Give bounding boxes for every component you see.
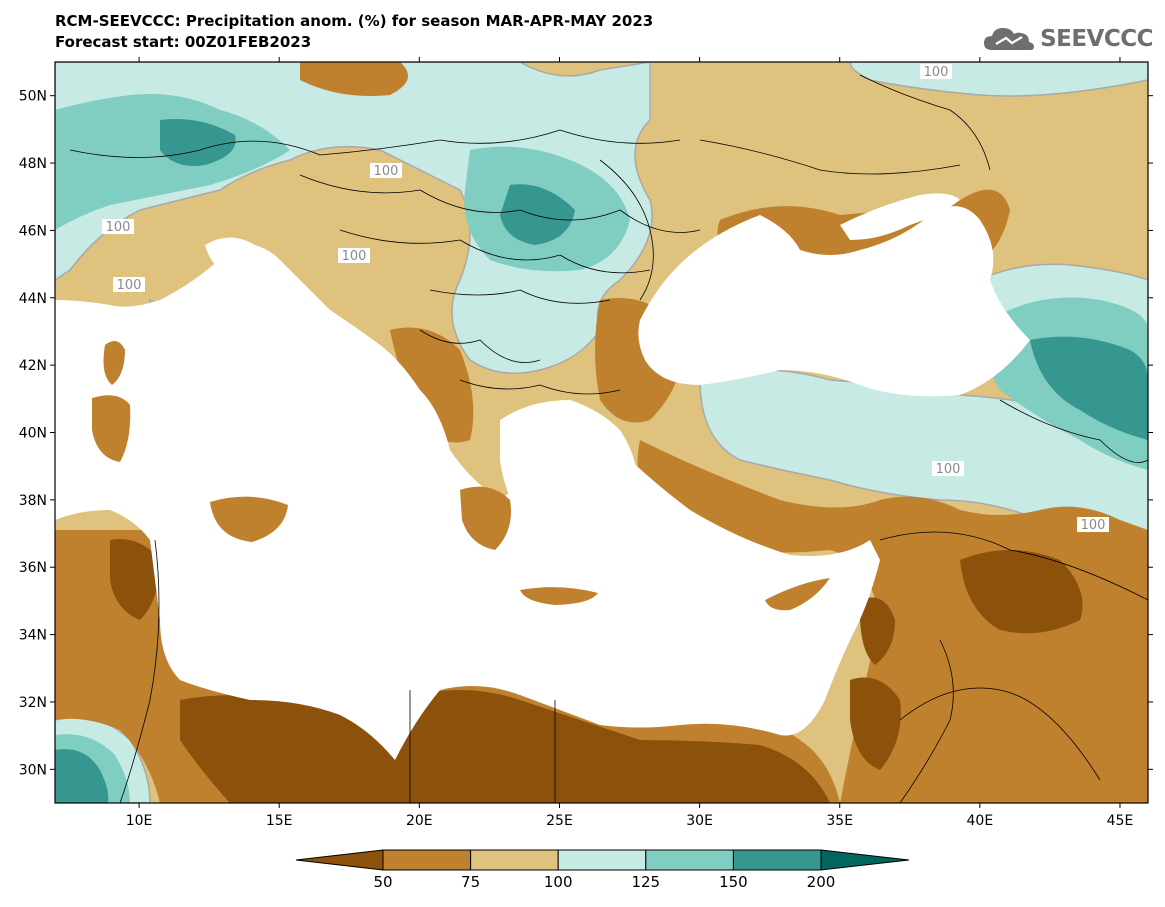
lat-tick-label: 42N <box>19 358 47 374</box>
title-line-1: RCM-SEEVCCC: Precipitation anom. (%) for… <box>55 12 654 30</box>
lat-tick-label: 48N <box>19 156 47 172</box>
colorbar-cell <box>645 849 734 871</box>
island-cyprus <box>765 578 830 611</box>
island-sicily <box>210 496 288 542</box>
region-libya-strong-wet <box>55 749 109 803</box>
lat-tick-label: 38N <box>19 493 47 509</box>
map-field: 100 100 100 100 100 100 100 <box>55 62 1148 803</box>
contour-label: 100 <box>106 220 131 235</box>
contour-label: 100 <box>936 462 961 477</box>
peninsula-peloponnese <box>460 486 511 550</box>
contour-label: 100 <box>342 249 367 264</box>
colorbar: 50 75 100 125 150 200 <box>295 849 910 891</box>
tyrrhenian-italy-cut <box>148 320 304 520</box>
contour-label: 100 <box>374 164 399 179</box>
colorbar-label: 100 <box>544 873 573 891</box>
lat-tick-label: 44N <box>19 291 47 307</box>
lon-tick-label: 35E <box>826 813 853 829</box>
cloud-icon <box>984 28 1035 50</box>
island-corsica <box>103 341 125 385</box>
region-libya-very-dry <box>180 690 830 803</box>
adriatic-sea <box>205 237 364 365</box>
colorbar-cell <box>557 849 647 871</box>
colorbar-label: 150 <box>719 873 748 891</box>
latitude-axis: 50N 48N 46N 44N 42N 40N 38N 36N 34N 32N 30N <box>19 89 1153 778</box>
region-lebanon-very-dry <box>859 597 895 665</box>
colorbar-cell-below-50 <box>295 849 384 871</box>
contour-label: 100 <box>1081 518 1106 533</box>
lon-tick-label: 30E <box>686 813 713 829</box>
lon-tick-label: 10E <box>126 813 153 829</box>
lat-tick-label: 30N <box>19 762 47 778</box>
country-borders <box>69 74 1148 803</box>
region-tunisia-very-dry <box>110 539 160 620</box>
colorbar-label: 50 <box>373 873 392 891</box>
aegean-sea <box>500 400 640 546</box>
colorbar-label: 200 <box>807 873 836 891</box>
island-sardinia <box>92 395 131 462</box>
contour-label: 100 <box>924 65 949 80</box>
longitude-axis: 10E 15E 20E 25E 30E 35E 40E 45E <box>126 57 1134 829</box>
colorbar-cell <box>732 849 822 871</box>
region-jordan-very-dry <box>850 677 901 770</box>
title-line-2: Forecast start: 00Z01FEB2023 <box>55 33 312 51</box>
region-balkan-dry <box>390 327 474 443</box>
seevccc-logo: SEEVCCC <box>982 22 1153 56</box>
black-sea <box>638 206 1030 397</box>
lon-tick-label: 25E <box>546 813 573 829</box>
lat-tick-label: 32N <box>19 695 47 711</box>
contour-labels: 100 100 100 100 100 100 100 <box>102 64 1109 533</box>
region-east-strong-wet <box>1030 336 1148 440</box>
region-hungary-strong-wet <box>500 184 575 245</box>
colorbar-cell-above-200 <box>820 849 910 871</box>
lat-tick-label: 40N <box>19 426 47 442</box>
colorbar-cell <box>470 849 559 871</box>
sea-of-azov <box>840 193 960 240</box>
region-alps-moderate-wet <box>55 94 290 230</box>
logo-text: SEEVCCC <box>1040 26 1153 52</box>
lon-tick-label: 45E <box>1107 813 1134 829</box>
region-north-dry <box>300 62 408 96</box>
lat-tick-label: 36N <box>19 560 47 576</box>
region-syria-very-dry <box>960 550 1083 634</box>
map-title: RCM-SEEVCCC: Precipitation anom. (%) for… <box>55 11 653 53</box>
contour-label: 100 <box>117 278 142 293</box>
island-crete <box>520 587 598 605</box>
lon-tick-label: 15E <box>266 813 293 829</box>
lat-tick-label: 46N <box>19 223 47 239</box>
lat-tick-label: 50N <box>19 89 47 105</box>
lat-tick-label: 34N <box>19 628 47 644</box>
colorbar-label: 125 <box>631 873 660 891</box>
lon-tick-label: 20E <box>406 813 433 829</box>
colorbar-label: 75 <box>461 873 480 891</box>
colorbar-cell <box>382 849 472 871</box>
lon-tick-label: 40E <box>967 813 994 829</box>
